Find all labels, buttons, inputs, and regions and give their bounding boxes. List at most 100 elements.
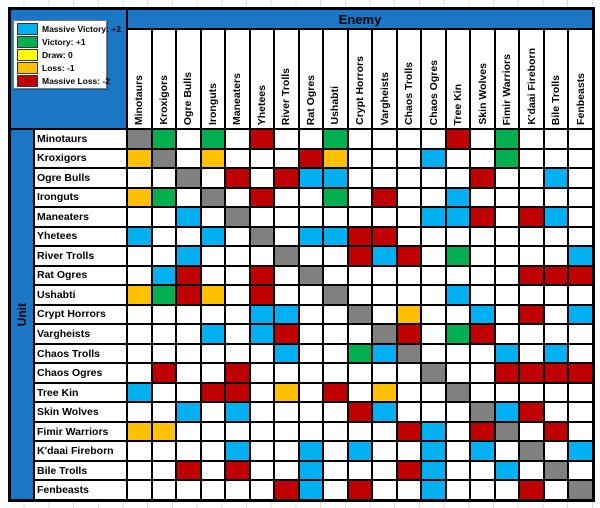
matrix-cell[interactable]: [151, 285, 177, 305]
column-header-chaos-ogres[interactable]: Chaos Ogres: [421, 29, 446, 129]
column-header-minotaurs[interactable]: Minotaurs: [127, 29, 152, 129]
matrix-cell[interactable]: [323, 343, 348, 364]
matrix-cell[interactable]: [494, 246, 520, 266]
matrix-cell[interactable]: [127, 343, 152, 364]
matrix-cell[interactable]: [225, 265, 250, 286]
matrix-cell[interactable]: [421, 148, 446, 169]
matrix-cell[interactable]: [519, 480, 544, 500]
matrix-cell[interactable]: [568, 304, 593, 325]
matrix-cell[interactable]: [519, 324, 544, 344]
matrix-cell[interactable]: [323, 480, 348, 500]
matrix-cell[interactable]: [127, 363, 152, 383]
matrix-cell[interactable]: [274, 265, 299, 286]
matrix-cell[interactable]: [151, 304, 177, 325]
matrix-cell[interactable]: [151, 441, 177, 461]
matrix-cell[interactable]: [470, 480, 495, 500]
matrix-cell[interactable]: [543, 246, 569, 266]
matrix-cell[interactable]: [494, 343, 520, 364]
matrix-cell[interactable]: [200, 285, 226, 305]
matrix-cell[interactable]: [470, 265, 495, 286]
matrix-cell[interactable]: [127, 168, 152, 188]
matrix-cell[interactable]: [347, 480, 373, 500]
matrix-cell[interactable]: [225, 324, 250, 344]
matrix-cell[interactable]: [470, 460, 495, 481]
matrix-cell[interactable]: [568, 421, 593, 442]
matrix-cell[interactable]: [249, 343, 275, 364]
matrix-cell[interactable]: [494, 363, 520, 383]
matrix-cell[interactable]: [445, 148, 471, 169]
matrix-cell[interactable]: [543, 363, 569, 383]
matrix-cell[interactable]: [323, 363, 348, 383]
matrix-cell[interactable]: [225, 402, 250, 422]
matrix-cell[interactable]: [543, 324, 569, 344]
matrix-cell[interactable]: [470, 246, 495, 266]
row-header-fenbeasts[interactable]: Fenbeasts: [34, 480, 127, 500]
matrix-cell[interactable]: [568, 187, 593, 208]
matrix-cell[interactable]: [200, 382, 226, 403]
row-header-chaos-ogres[interactable]: Chaos Ogres: [34, 363, 127, 383]
column-header-skin-wolves[interactable]: Skin Wolves: [470, 29, 495, 129]
row-header-tree-kin[interactable]: Tree Kin: [34, 382, 127, 403]
matrix-cell[interactable]: [396, 226, 422, 247]
matrix-cell[interactable]: [494, 382, 520, 403]
matrix-cell[interactable]: [347, 168, 373, 188]
matrix-cell[interactable]: [151, 343, 177, 364]
matrix-cell[interactable]: [543, 168, 569, 188]
matrix-cell[interactable]: [445, 246, 471, 266]
matrix-cell[interactable]: [323, 382, 348, 403]
matrix-cell[interactable]: [225, 246, 250, 266]
matrix-cell[interactable]: [151, 226, 177, 247]
matrix-cell[interactable]: [494, 285, 520, 305]
matrix-cell[interactable]: [274, 285, 299, 305]
matrix-cell[interactable]: [568, 148, 593, 169]
matrix-cell[interactable]: [225, 382, 250, 403]
matrix-cell[interactable]: [494, 207, 520, 227]
matrix-cell[interactable]: [249, 148, 275, 169]
matrix-cell[interactable]: [249, 187, 275, 208]
matrix-cell[interactable]: [151, 148, 177, 169]
column-header-yhetees[interactable]: Yhetees: [249, 29, 275, 129]
matrix-cell[interactable]: [372, 441, 397, 461]
matrix-cell[interactable]: [200, 460, 226, 481]
matrix-cell[interactable]: [151, 246, 177, 266]
matrix-cell[interactable]: [225, 363, 250, 383]
matrix-cell[interactable]: [274, 168, 299, 188]
matrix-cell[interactable]: [323, 148, 348, 169]
matrix-cell[interactable]: [519, 246, 544, 266]
matrix-cell[interactable]: [323, 187, 348, 208]
matrix-cell[interactable]: [445, 207, 471, 227]
matrix-cell[interactable]: [445, 363, 471, 383]
row-header-k-daai-fireborn[interactable]: K'daai Fireborn: [34, 441, 127, 461]
matrix-cell[interactable]: [445, 480, 471, 500]
matrix-cell[interactable]: [298, 207, 324, 227]
row-header-ironguts[interactable]: Ironguts: [34, 187, 127, 208]
column-header-ogre-bulls[interactable]: Ogre Bulls: [176, 29, 201, 129]
column-header-chaos-trolls[interactable]: Chaos Trolls: [396, 29, 422, 129]
column-header-river-trolls[interactable]: River Trolls: [274, 29, 299, 129]
matrix-cell[interactable]: [421, 402, 446, 422]
matrix-cell[interactable]: [347, 421, 373, 442]
matrix-cell[interactable]: [225, 304, 250, 325]
matrix-cell[interactable]: [298, 168, 324, 188]
column-header-vargheists[interactable]: Vargheists: [372, 29, 397, 129]
row-header-fimir-warriors[interactable]: Fimir Warriors: [34, 421, 127, 442]
matrix-cell[interactable]: [151, 421, 177, 442]
matrix-cell[interactable]: [127, 304, 152, 325]
matrix-cell[interactable]: [249, 363, 275, 383]
matrix-cell[interactable]: [347, 460, 373, 481]
matrix-cell[interactable]: [421, 285, 446, 305]
matrix-cell[interactable]: [421, 421, 446, 442]
matrix-cell[interactable]: [127, 382, 152, 403]
matrix-cell[interactable]: [421, 168, 446, 188]
matrix-cell[interactable]: [127, 226, 152, 247]
matrix-cell[interactable]: [151, 324, 177, 344]
matrix-cell[interactable]: [151, 460, 177, 481]
matrix-cell[interactable]: [568, 207, 593, 227]
matrix-cell[interactable]: [323, 285, 348, 305]
matrix-cell[interactable]: [519, 460, 544, 481]
matrix-cell[interactable]: [200, 168, 226, 188]
matrix-cell[interactable]: [127, 285, 152, 305]
matrix-cell[interactable]: [543, 148, 569, 169]
matrix-cell[interactable]: [127, 324, 152, 344]
matrix-cell[interactable]: [200, 421, 226, 442]
